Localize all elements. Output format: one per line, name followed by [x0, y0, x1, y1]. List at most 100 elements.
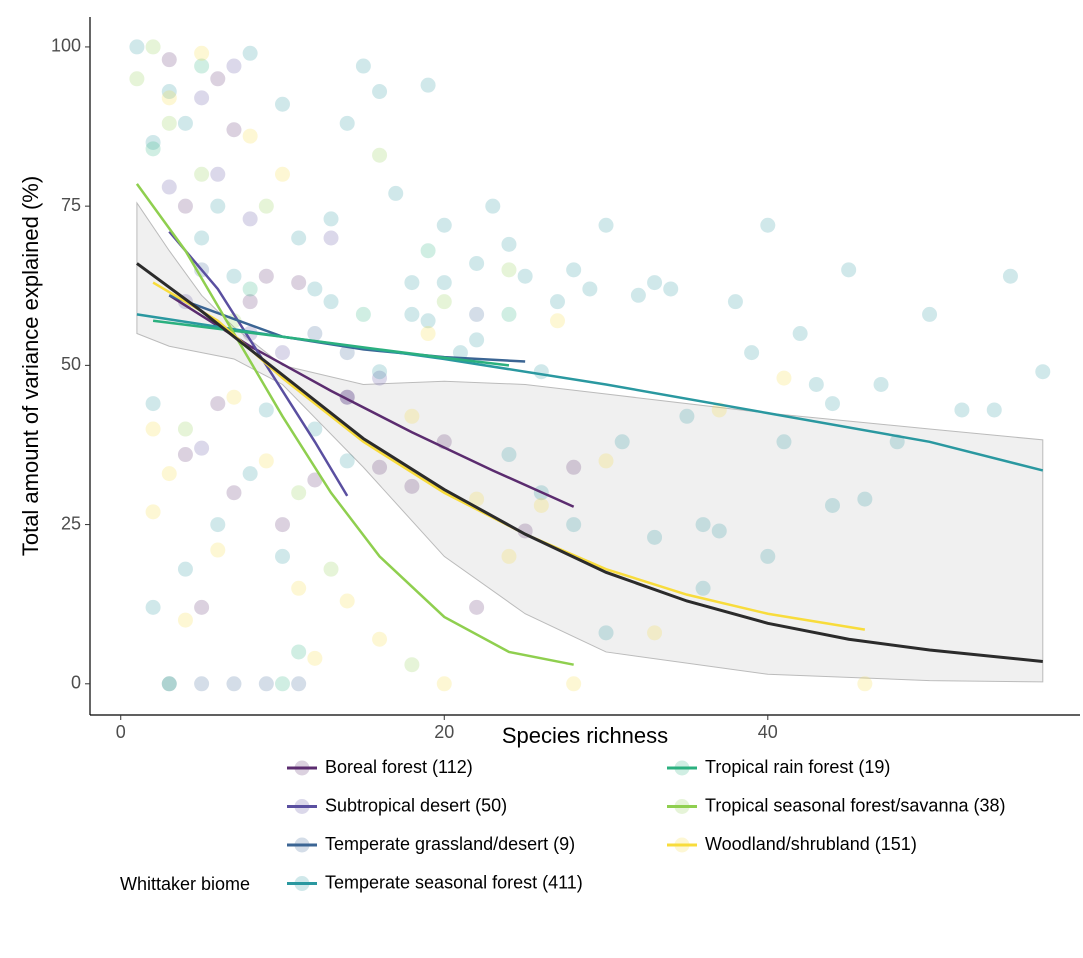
point: [258, 402, 274, 418]
point: [210, 542, 226, 558]
legend-label: Tropical seasonal forest/savanna (38): [705, 795, 1006, 815]
point: [598, 217, 614, 233]
point: [533, 497, 549, 513]
point: [194, 676, 210, 692]
point: [275, 517, 290, 533]
point: [436, 294, 452, 310]
point: [177, 115, 193, 131]
point: [841, 262, 857, 278]
point: [469, 491, 485, 507]
point: [307, 281, 323, 297]
point: [291, 676, 307, 692]
point: [550, 313, 565, 329]
point: [291, 644, 307, 660]
point: [145, 504, 161, 520]
point: [145, 396, 161, 412]
point: [210, 198, 226, 214]
point: [436, 217, 452, 233]
point: [226, 676, 242, 692]
point: [372, 147, 388, 163]
point: [275, 548, 290, 564]
point: [647, 275, 663, 291]
point: [695, 580, 711, 596]
point: [614, 434, 630, 450]
point: [194, 230, 210, 246]
point: [275, 96, 290, 112]
point: [452, 345, 468, 361]
point: [679, 408, 695, 424]
x-tick-label: 40: [758, 722, 778, 742]
point: [663, 281, 679, 297]
point: [210, 71, 226, 87]
point: [404, 275, 420, 291]
point: [307, 421, 323, 437]
point: [258, 453, 274, 469]
point: [404, 478, 420, 494]
point: [1002, 268, 1018, 284]
point: [242, 281, 258, 297]
point: [258, 268, 274, 284]
point: [242, 466, 258, 482]
point: [210, 517, 226, 533]
point: [372, 364, 388, 380]
legend-label: Temperate grassland/desert (9): [325, 834, 575, 854]
point: [258, 198, 274, 214]
point: [210, 396, 226, 412]
point: [857, 676, 873, 692]
point: [339, 115, 355, 131]
point: [647, 625, 663, 641]
point: [873, 376, 889, 392]
point: [776, 370, 792, 386]
point: [177, 612, 193, 628]
point: [258, 676, 274, 692]
point: [129, 71, 145, 87]
point: [776, 434, 792, 450]
point: [533, 364, 549, 380]
overall-fit-line: [136, 262, 1043, 663]
point: [145, 39, 161, 55]
point: [469, 306, 485, 322]
point: [404, 306, 420, 322]
point: [355, 306, 371, 322]
point: [825, 497, 840, 513]
point: [161, 52, 177, 68]
point: [404, 657, 420, 673]
point: [630, 287, 646, 303]
point: [226, 485, 242, 501]
point: [161, 676, 177, 692]
point: [307, 326, 323, 342]
point: [566, 459, 582, 475]
y-tick-label: 25: [61, 513, 81, 533]
point: [242, 211, 258, 227]
point: [323, 294, 339, 310]
point: [436, 676, 452, 692]
legend-label: Temperate seasonal forest (411): [325, 872, 583, 892]
legend-label: Woodland/shrubland (151): [705, 834, 917, 854]
x-tick-label: 0: [116, 722, 126, 742]
point: [194, 599, 210, 615]
point: [194, 58, 210, 74]
point: [889, 434, 905, 450]
point: [194, 90, 210, 106]
point: [177, 561, 193, 577]
point: [372, 370, 388, 386]
point: [339, 593, 355, 609]
point: [695, 517, 711, 533]
point: [226, 389, 242, 405]
point: [372, 459, 388, 475]
point: [647, 529, 663, 545]
point: [372, 84, 388, 100]
point: [161, 179, 177, 195]
y-tick-label: 75: [61, 195, 81, 215]
y-tick-label: 0: [71, 673, 81, 693]
point: [194, 166, 210, 182]
x-tick-label: 20: [434, 722, 454, 742]
point: [291, 580, 307, 596]
point: [145, 599, 161, 615]
point: [986, 402, 1002, 418]
legend-label: Subtropical desert (50): [325, 795, 507, 815]
point: [501, 262, 517, 278]
point: [194, 440, 210, 456]
point: [566, 262, 582, 278]
point: [1035, 364, 1051, 380]
